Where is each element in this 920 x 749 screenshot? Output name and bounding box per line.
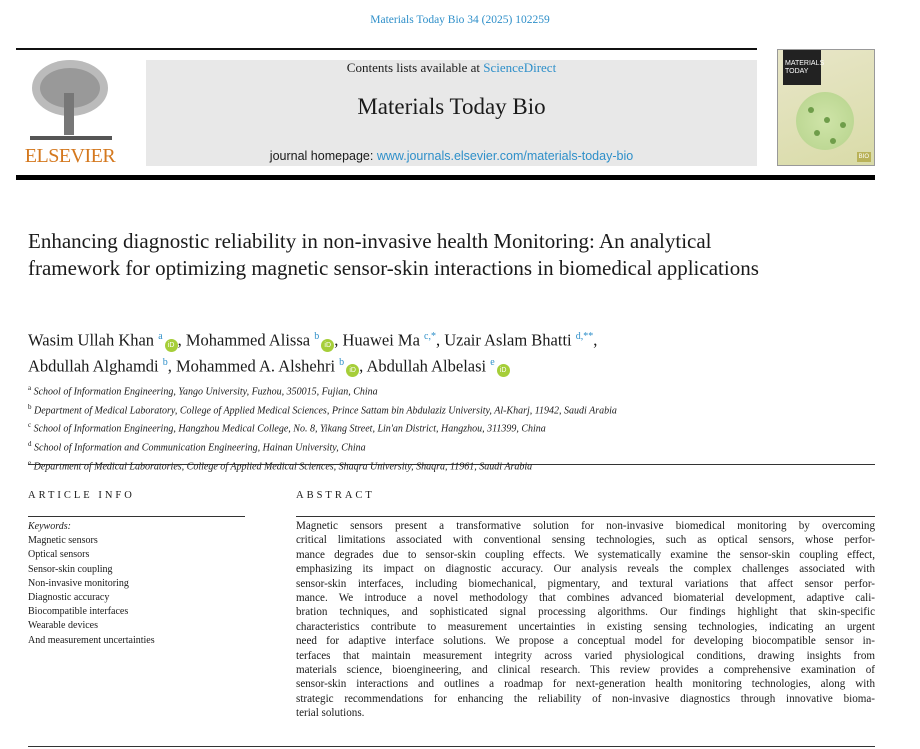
cover-title: MATERIALS TODAY xyxy=(783,50,824,85)
keyword-item: Magnetic sensors xyxy=(28,535,98,547)
abstract-rule xyxy=(296,516,875,517)
orcid-icon[interactable]: iD xyxy=(496,364,510,377)
article-title: Enhancing diagnostic reliability in non-… xyxy=(28,229,759,280)
affiliation-marker[interactable]: c,* xyxy=(424,331,436,342)
affiliation-key: a xyxy=(28,384,32,392)
affiliation-marker[interactable]: b xyxy=(314,331,320,342)
affiliation-text: Department of Medical Laboratories, Coll… xyxy=(33,460,533,472)
author-name[interactable]: Abdullah Alghamdi xyxy=(28,356,159,375)
affiliation-item: e Department of Medical Laboratories, Co… xyxy=(28,456,617,475)
affiliation-marker[interactable]: b xyxy=(339,356,345,368)
article-info-heading: ARTICLE INFO xyxy=(28,490,135,501)
abstract-line: Magnetic sensors present a transformativ… xyxy=(296,520,875,532)
author-separator: , xyxy=(435,330,445,350)
orcid-icon[interactable]: iD xyxy=(164,338,178,352)
homepage-prefix: journal homepage: xyxy=(269,149,377,163)
affiliation-item: a School of Information Engineering, Yan… xyxy=(28,381,617,400)
keywords-label: Keywords: xyxy=(28,521,71,532)
keyword-item: And measurement uncertainties xyxy=(28,634,155,646)
abstract-text: Magnetic sensors present a transformativ… xyxy=(296,519,875,721)
abstract-line: sensor-skin interactions and outlines a … xyxy=(296,678,875,691)
elsevier-wordmark: ELSEVIER xyxy=(24,145,116,167)
abstract-line: terial solutions. xyxy=(296,707,365,720)
affiliation-marker[interactable]: a xyxy=(158,331,163,342)
orcid-icon[interactable]: iD xyxy=(321,338,335,352)
author-separator: , xyxy=(359,356,367,375)
keyword-item: Sensor-skin coupling xyxy=(28,563,113,575)
affiliation-key: e xyxy=(28,458,32,467)
author-name[interactable]: Mohammed A. Alshehri xyxy=(176,356,336,375)
abstract-line: emphasizing its impact on diagnostic acc… xyxy=(296,563,875,576)
section-rule xyxy=(28,464,875,465)
abstract-line: terfaces that maintain measurement integ… xyxy=(296,649,875,662)
contents-prefix: Contents lists available at xyxy=(346,60,484,75)
header-thick-rule xyxy=(16,175,875,180)
affiliation-text: School of Information Engineering, Yango… xyxy=(33,386,378,398)
keyword-item: Biocompatible interfaces xyxy=(28,606,129,618)
author-separator: , xyxy=(177,330,186,350)
homepage-line: journal homepage: www.journals.elsevier.… xyxy=(146,149,757,163)
author-name[interactable]: Uzair Aslam Bhatti xyxy=(444,330,572,350)
author-separator: , xyxy=(334,330,343,350)
journal-title: Materials Today Bio xyxy=(357,94,546,119)
affiliation-item: c School of Information Engineering, Han… xyxy=(28,418,617,437)
abstract-line: characteristics contribute to measuremen… xyxy=(296,620,875,633)
affiliation-key: d xyxy=(28,439,32,448)
affiliation-item: d School of Information and Communicatio… xyxy=(28,437,617,456)
author-name[interactable]: Mohammed Alissa xyxy=(185,330,311,350)
abstract-line: mance degrades due to sensor-skin coupli… xyxy=(296,548,875,561)
keyword-item: Non-invasive monitoring xyxy=(28,577,129,589)
cover-badge: BIO xyxy=(856,152,871,162)
journal-cover-image[interactable]: MATERIALS TODAY BIO xyxy=(777,49,875,166)
keyword-item: Wearable devices xyxy=(28,620,98,632)
journal-citation-link[interactable]: Materials Today Bio 34 (2025) 102259 xyxy=(370,14,550,26)
author-name[interactable]: Wasim Ullah Khan xyxy=(28,330,155,350)
affiliation-key: c xyxy=(28,421,32,430)
abstract-line: need for adaptive interface solutions. W… xyxy=(296,635,875,648)
affiliation-key: b xyxy=(28,402,32,411)
abstract-line: mance. We introduce a novel methodology … xyxy=(296,592,875,605)
author-separator: , xyxy=(167,356,176,375)
affiliations: a School of Information Engineering, Yan… xyxy=(28,381,617,474)
elsevier-tree-icon xyxy=(30,60,112,140)
affiliation-item: b Department of Medical Laboratory, Coll… xyxy=(28,400,617,419)
affiliation-marker[interactable]: d,** xyxy=(575,331,594,342)
header-rule xyxy=(16,48,757,50)
abstract-line: sensor-skin interfaces, including biomec… xyxy=(296,577,875,590)
contents-line: Contents lists available at ScienceDirec… xyxy=(146,60,757,76)
elsevier-logo[interactable]: ELSEVIER xyxy=(16,58,124,168)
article-info-rule xyxy=(28,516,245,517)
abstract-line: bration techniques, and sophisticated si… xyxy=(296,606,875,619)
keyword-item: Diagnostic accuracy xyxy=(28,592,110,604)
abstract-line: strategic recommendations for enhancing … xyxy=(296,692,875,705)
author-name[interactable]: Huawei Ma xyxy=(342,330,420,350)
author-name[interactable]: Abdullah Albelasi xyxy=(366,356,487,375)
affiliation-marker[interactable]: b xyxy=(162,356,168,368)
abstract-heading: ABSTRACT xyxy=(296,490,375,501)
abstract-line: materials science, bioengineering, and c… xyxy=(296,664,875,677)
author-list: Wasim Ullah Khan aiD, Mohammed Alissa bi… xyxy=(28,326,888,377)
affiliation-text: Department of Medical Laboratory, Colleg… xyxy=(34,404,617,416)
keyword-item: Optical sensors xyxy=(28,549,90,561)
affiliation-text: School of Information Engineering, Hangz… xyxy=(33,423,546,435)
keywords-list: Keywords: Magnetic sensors Optical sensor… xyxy=(28,520,155,648)
petri-dish-illustration xyxy=(796,92,854,150)
affiliation-marker[interactable]: e xyxy=(490,356,495,368)
sciencedirect-link[interactable]: ScienceDirect xyxy=(483,60,557,75)
bottom-rule xyxy=(28,746,875,747)
journal-banner: Contents lists available at ScienceDirec… xyxy=(146,60,757,166)
orcid-icon[interactable]: iD xyxy=(346,364,360,377)
affiliation-text: School of Information and Communication … xyxy=(34,442,366,454)
author-separator: , xyxy=(593,330,598,350)
abstract-line: critical limitations associated with con… xyxy=(296,534,875,547)
homepage-link[interactable]: www.journals.elsevier.com/materials-toda… xyxy=(376,149,634,163)
